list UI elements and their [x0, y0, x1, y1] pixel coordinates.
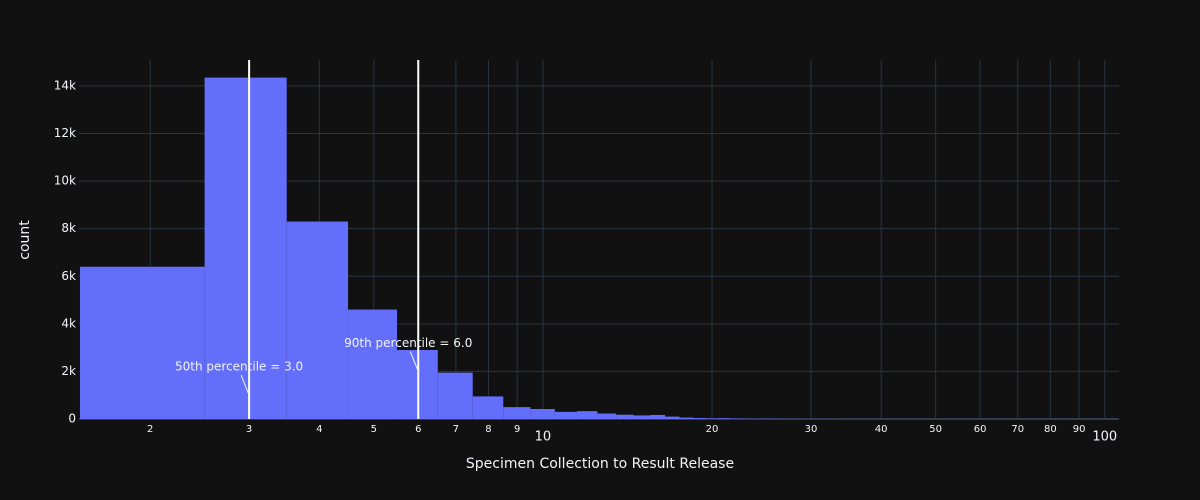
x-tick-label: 8: [485, 424, 491, 435]
bar: [597, 413, 617, 419]
bar: [649, 414, 666, 419]
annotation-text: 90th percentile = 6.0: [344, 336, 472, 350]
x-tick-label: 5: [371, 424, 377, 435]
annotation-arrow: [240, 375, 250, 396]
x-tick-label: 2: [147, 424, 153, 435]
bar: [472, 396, 504, 419]
y-tick-label: 6k: [61, 269, 76, 283]
x-tick-label: 40: [875, 424, 888, 435]
annotation-arrow: [409, 351, 419, 372]
bar: [633, 415, 650, 419]
bar: [554, 411, 578, 419]
y-tick-label: 0: [68, 412, 76, 426]
x-tick-label: 50: [929, 424, 942, 435]
x-tick-label: 90: [1073, 424, 1086, 435]
y-tick-label: 12k: [54, 126, 76, 140]
x-tick-label: 10: [535, 430, 552, 445]
bar: [693, 418, 706, 419]
bar: [665, 416, 680, 419]
bar: [286, 221, 349, 419]
x-tick-label: 7: [453, 424, 459, 435]
bar: [616, 414, 634, 419]
annotation-text: 50th percentile = 3.0: [175, 360, 303, 374]
bar: [577, 411, 598, 419]
y-tick-label: 8k: [61, 221, 76, 235]
x-tick-label: 30: [805, 424, 818, 435]
y-axis-label: count: [17, 220, 33, 260]
x-tick-label: 3: [246, 424, 252, 435]
y-tick-label: 2k: [61, 364, 76, 378]
x-tick-label: 60: [974, 424, 987, 435]
bar: [79, 266, 205, 419]
x-tick-label: 100: [1092, 430, 1117, 445]
y-tick-label: 4k: [61, 316, 76, 330]
bar: [718, 418, 730, 419]
x-axis-label: Specimen Collection to Result Release: [466, 456, 734, 472]
x-tick-label: 9: [514, 424, 520, 435]
bar: [729, 418, 741, 419]
x-tick-label: 70: [1011, 424, 1024, 435]
bar: [437, 372, 473, 419]
bar: [503, 407, 531, 419]
bar: [348, 309, 398, 419]
y-tick-label: 10k: [54, 174, 76, 188]
y-tick-label: 14k: [54, 78, 76, 92]
x-tick-label: 80: [1044, 424, 1057, 435]
x-tick-label: 6: [415, 424, 421, 435]
bar: [204, 77, 287, 419]
bar: [705, 418, 719, 419]
x-tick-label: 4: [316, 424, 322, 435]
bar: [679, 417, 694, 419]
x-tick-label: 20: [706, 424, 719, 435]
bar: [530, 409, 555, 419]
